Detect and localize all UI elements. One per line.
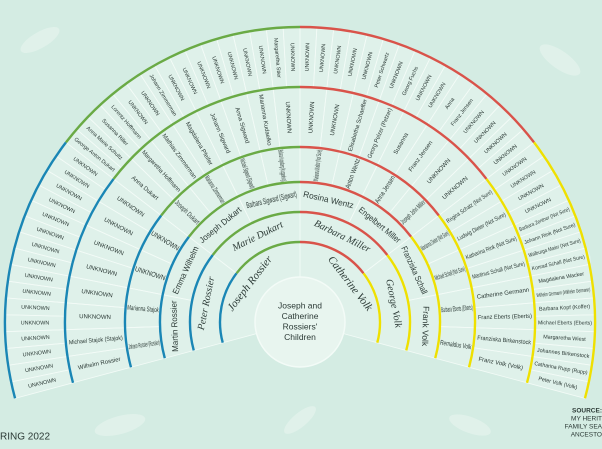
branch-arc [112,85,301,180]
branch-arc [65,25,301,144]
source-line: FAMILY SEA [565,424,602,431]
ancestor-name: UNKNOWN [21,335,50,343]
center-label: Rossiers' [283,321,318,331]
ancestor-name: UNKNOWN [333,45,343,74]
ancestor-name: Margaretha Stier [272,38,281,79]
branch-arc [218,272,238,344]
footer-date: RING 2022 [0,432,50,443]
branch-arc [235,240,301,275]
branch-arc [211,210,301,256]
ancestor-name: UNKNOWN [347,48,359,77]
branch-arc [533,141,597,399]
ancestor-name: Barbara Kopf (Koffer) [539,304,591,313]
branch-arc [386,254,412,351]
branch-arc [437,214,477,368]
ancestor-name: Franziska Birkenstock [477,336,532,347]
ancestor-name: UNKNOWN [25,363,54,374]
ancestor-name: UNKNOWN [241,48,253,77]
branch-arc [188,254,214,351]
branch-arc [299,145,440,217]
ancestor-name: Johann Rossier (Rossier) [128,340,160,352]
ancestor-name: Martin Rossier [168,300,180,352]
ancestor-name: UNKNOWN [22,289,51,298]
center-label: Joseph and [278,300,322,310]
ancestor-name: Franz Eberts (Eberts) [478,314,532,321]
source-line: ANCESTO [571,432,602,439]
ancestor-name: Frank Volk [420,306,431,347]
ancestor-name: Remaldus Volk [440,340,473,352]
source-line: MY HERIT [571,416,602,423]
ancestor-name: Margaretha Wiest [543,334,586,343]
ancestor-name: UNKNOWN [81,289,113,299]
ancestor-name: UNKNOWN [289,43,296,72]
ancestor-name: Barbara Eberts (Eberts) [441,305,473,315]
center-label: Children [284,332,316,342]
branch-arc [158,236,190,359]
branch-arc [63,178,115,384]
ancestor-name: UNKNOWN [79,314,111,321]
ancestor-name: UNKNOWN [284,101,292,133]
ancestor-name: Barbara Krugenberg (Kruggenberg) [276,150,287,182]
branch-arc [299,85,488,180]
ancestor-name: UNKNOWN [257,45,267,74]
ancestor-name: Michael Stajok (Stajok) [69,336,123,347]
branch-arc [3,141,67,399]
ancestor-name: Michael Eberts (Eberts) [538,320,592,326]
branch-arc [160,145,301,217]
ancestor-name: UNKNOWN [308,101,316,133]
branch-arc [299,25,535,144]
ancestor-name: UNKNOWN [21,320,50,326]
ancestor-name: UNKNOWN [319,43,327,72]
branch-arc [123,214,163,368]
branch-arc [187,180,301,238]
branch-arc [299,210,389,256]
branch-arc [299,240,365,275]
ancestor-name: UNKNOWN [24,273,53,284]
branch-arc [410,236,442,359]
branch-arc [362,272,382,344]
branch-arc [485,178,537,384]
ancestor-name: Marianna Stajok [127,305,159,315]
ancestor-name: Wilhelm Germann (Wilhelm Germann) [536,287,590,299]
branch-arc [299,180,413,238]
ancestor-name: UNKNOWN [330,104,341,136]
source-line: SOURCE: [572,408,602,415]
ancestor-name: UNKNOWN [21,305,50,313]
ancestor-name: UNKNOWN [22,349,51,358]
center-circle [254,276,346,368]
ancestor-name: Marianna Walter (Not Sure) [313,150,324,182]
ancestor-name: UNKNOWN [305,43,312,72]
center-label: Catherine [282,311,319,321]
